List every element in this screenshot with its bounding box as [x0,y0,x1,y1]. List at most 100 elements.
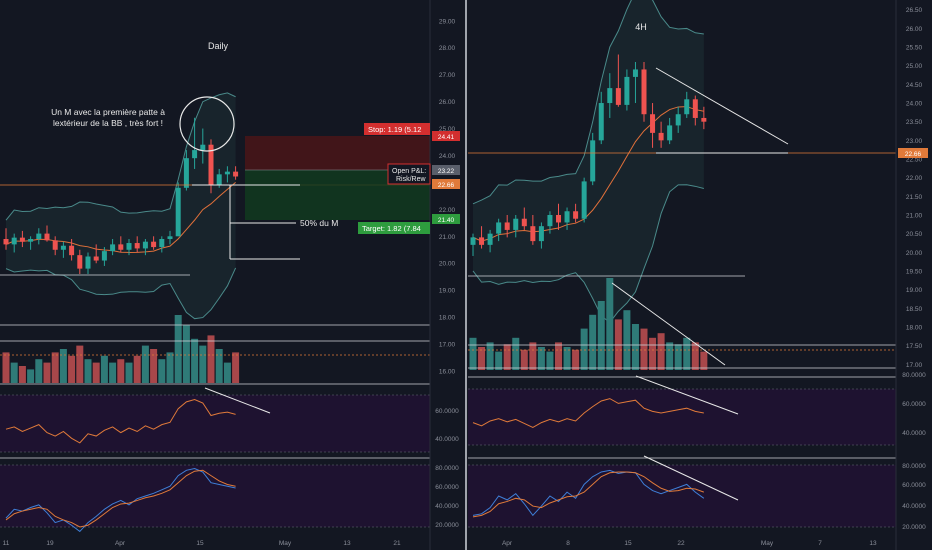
l-volume-bar [100,355,108,383]
left-rsi-line [5,399,236,444]
l-candle-body [85,256,91,269]
right-stoch-tick-20: 20.0000 [902,524,926,531]
r-y-tick-label: 23.00 [906,138,923,145]
left-rsi-tick-40: 40.0000 [435,436,459,443]
l-candle-body [224,171,230,175]
r-volume-bar [623,310,631,370]
l-candle-body [175,187,181,237]
l-candle-body [52,240,58,250]
r-volume-bar [631,324,639,370]
right-chart-panel: 26.50 26.00 25.50 25.00 24.50 24.00 23.50 23.00… [468,0,928,550]
open-pl-box [387,163,431,185]
left-rsi-tick-60: 60.0000 [435,408,459,415]
r-candle-body [701,117,707,122]
r-y-tick-label: 24.50 [906,82,923,89]
l-bb-lower [5,267,237,320]
r-candle-body [573,211,579,219]
r-candle-body [547,214,553,227]
l-volume-bar [133,355,141,383]
l-candle-body [233,171,239,177]
right-stoch-tick-80: 80.0000 [902,463,926,470]
l-candle-body [19,237,25,242]
r-volume-bar [657,333,665,370]
fifty-label: 50% du M [300,218,338,228]
left-rsi-trendline [204,387,271,414]
l-y-tick-label: 27.00 [439,72,456,79]
r-volume-bar [503,344,511,370]
l-y-tick-label: 17.00 [439,342,456,349]
r-candle-body [615,88,621,105]
right-x-axis: Apr 8 15 22 May 7 13 [502,540,877,547]
right-stoch-panel [468,465,896,527]
l-candle-body [110,244,116,252]
right-stoch-tick-40: 40.0000 [902,503,926,510]
r-candle-body [658,132,664,141]
left-title: Daily [208,41,229,51]
r-candle-body [470,237,476,245]
l-bb-fill [6,92,236,319]
r-candle-body [632,69,638,77]
l-candle-body [101,251,107,261]
l-candle-body [44,233,50,241]
r-volume-bar [486,342,494,370]
l-x-tick-label: 21 [393,540,401,547]
l-volume-bar [207,335,215,383]
l-volume-bar [27,369,35,383]
l-candle-body [200,144,206,151]
r-candle-body [513,218,519,230]
r-volume-bar [537,347,545,370]
r-bb-upper [472,0,704,205]
l-volume-bar [2,352,10,383]
l-y-tick-label: 20.00 [439,261,456,268]
r-volume-bar [546,351,554,370]
r-candle-body [581,181,587,219]
l-candle-body [69,245,75,256]
l-candle-body [3,238,9,245]
left-chart-panel: 29.0028.0027.0026.0025.0024.0023.0022.00… [0,0,460,550]
l-bb-upper [5,92,236,221]
r-candle-body [590,140,596,182]
r-y-tick-label: 20.00 [906,250,923,257]
l-volume-bar [141,345,149,383]
l-y-tick-label: 21.00 [439,234,456,241]
r-candle-body [675,114,681,126]
r-y-tick-label: 26.00 [906,26,923,33]
l-candle-body [151,241,157,248]
r-candle-body [692,99,698,118]
r-y-tick-label: 22.00 [906,175,923,182]
r-candle-body [598,103,604,141]
price-tag-level-text: 22.66 [438,182,455,189]
r-y-tick-label: 21.00 [906,212,923,219]
r-y-tick-label: 18.00 [906,324,923,331]
l-candle-body [36,233,42,239]
l-candle-body [11,237,17,245]
r-volume-bar [512,337,520,370]
l-volume-bar [10,362,18,383]
left-stoch-tick-60: 60.0000 [435,484,459,491]
annotation-line-1: Un M avec la première patte à [51,107,165,117]
r-volume-bar [529,342,537,370]
r-y-tick-label: 25.50 [906,45,923,52]
r-volume-bar [589,314,597,370]
r-bb-lower [472,184,704,324]
l-volume-bar [215,349,223,383]
left-stoch-tick-20: 20.0000 [435,522,459,529]
left-stoch-k-line [5,468,236,533]
right-volume-bars [469,278,708,370]
l-y-tick-label: 22.00 [439,207,456,214]
l-volume-bar [182,325,190,383]
r-candle-body [667,125,673,141]
l-volume-bar [92,362,100,383]
r-y-tick-label: 23.50 [906,119,923,126]
r-volume-bar [580,328,588,370]
r-candle-body [538,226,544,242]
m-pattern-circle [179,96,235,152]
l-volume-bar [125,362,133,383]
price-tag-current-text: 23.22 [438,168,455,175]
right-rsi-line [472,398,704,428]
r-volume-bar [572,349,580,370]
r-y-tick-label: 22.50 [906,157,923,164]
l-candle-body [192,150,198,159]
l-volume-bar [232,352,240,383]
